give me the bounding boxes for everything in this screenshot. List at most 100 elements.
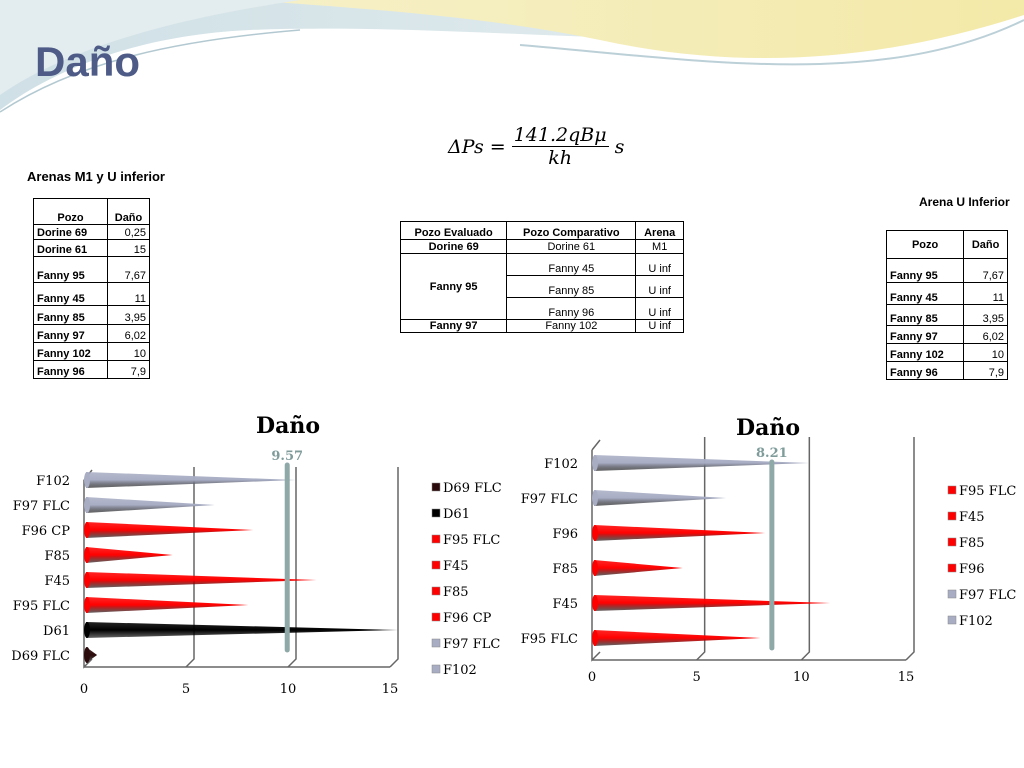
legend-swatch (431, 560, 441, 570)
y-category-label: F96 CP (22, 524, 71, 539)
chart-1: Daño 0 5 10 15 D69 FLC D61 F95 FLC F45 F85 F96 CP F… (11, 413, 501, 697)
bar-base (84, 472, 90, 488)
left-heading: Arenas M1 y U inferior (27, 169, 165, 184)
y-category-label: F102 (36, 474, 70, 489)
pozo-cell: Dorine 61 (33, 239, 108, 257)
header-decoration (0, 0, 1024, 113)
bar-f96-cp (86, 522, 254, 538)
gridline (905, 437, 915, 661)
legend-swatch (431, 482, 441, 492)
legend-item: F45 (959, 510, 985, 525)
y-category-label: F45 (44, 574, 70, 589)
table-row: Dorine 61 15 (33, 239, 150, 257)
bar-base (592, 560, 598, 576)
y-category-label: F97 FLC (521, 492, 578, 507)
chart-title: Daño (736, 415, 800, 441)
bar-base (592, 455, 598, 471)
bar-f45 (594, 595, 831, 611)
legend-swatch (947, 615, 957, 625)
gridline (185, 467, 195, 668)
pozo-cell: Fanny 97 (885, 325, 965, 344)
y-category-label: F85 (552, 562, 578, 577)
x-tick-label: 5 (182, 682, 190, 697)
arena-cell: U inf (635, 297, 684, 320)
bar-f85 (86, 547, 173, 563)
table-row: Fanny 85 3,95 (33, 305, 150, 325)
legend-item: D61 (443, 507, 470, 522)
legend-item: F95 FLC (443, 533, 500, 548)
gridline (696, 437, 706, 661)
bar-base (592, 595, 598, 611)
y-category-label: F95 FLC (13, 599, 70, 614)
table-row: Fanny 97 Fanny 102 U inf (399, 319, 684, 333)
gridline (287, 467, 297, 668)
skin-pressure-formula: ΔPs = 141.2qBμ kh s (448, 124, 624, 169)
bar-base (84, 497, 90, 513)
x-tick-label: 15 (898, 670, 915, 685)
col-header: Pozo (33, 198, 108, 225)
legend-item: F85 (443, 585, 469, 600)
dano-cell: 7,67 (963, 258, 1008, 283)
y-category-label: F85 (44, 549, 70, 564)
x-tick-label: 10 (793, 670, 810, 685)
bar-base (84, 572, 90, 588)
table-row: Fanny 95 7,67 (33, 256, 150, 283)
legend-item: F97 FLC (443, 637, 500, 652)
dano-cell: 6,02 (963, 325, 1008, 344)
table-row: Fanny 97 6,02 (885, 325, 1008, 344)
legend-item: F96 CP (443, 611, 492, 626)
pozo-cell: Dorine 69 (33, 224, 108, 240)
legend-item: F45 (443, 559, 469, 574)
bar-base (592, 630, 598, 646)
y-category-label: F45 (552, 597, 578, 612)
pozo-cell: Fanny 96 (33, 360, 108, 379)
bar-d61 (86, 622, 398, 638)
bar-base (84, 647, 90, 663)
bar-f97-flc (594, 490, 727, 506)
legend-swatch (431, 638, 441, 648)
legend-item: F102 (959, 614, 993, 629)
y-axis (591, 439, 601, 662)
col-header: Arena (635, 221, 684, 240)
dano-cell: 3,95 (107, 305, 150, 325)
chart-2: Daño 0 5 10 15 F95 FLC F45 F85 F96 F97 FLC F102 8.2… (521, 415, 1017, 685)
evaluado-cell: Fanny 97 (399, 319, 508, 333)
bar-f45 (86, 572, 317, 588)
bar-f85 (594, 560, 683, 576)
pozo-cell: Fanny 45 (33, 282, 108, 306)
bar-base (592, 525, 598, 541)
x-tick-label: 5 (693, 670, 701, 685)
arena-cell: U inf (635, 319, 684, 333)
y-category-label: F97 FLC (13, 499, 70, 514)
col-header: Pozo (885, 230, 965, 259)
legend-swatch (431, 664, 441, 674)
bar-f102 (86, 472, 296, 488)
legend-swatch (431, 508, 441, 518)
table-row: Fanny 102 10 (885, 343, 1008, 362)
gridline (800, 437, 811, 661)
table-row: Fanny 45 11 (33, 282, 150, 306)
bar-f95-flc (594, 630, 761, 646)
legend-swatch (431, 534, 441, 544)
pozo-cell: Fanny 85 (33, 305, 108, 325)
pozo-cell: Fanny 96 (885, 361, 965, 380)
x-tick-label: 15 (382, 682, 399, 697)
legend-swatch (947, 537, 957, 547)
x-tick-label: 10 (280, 682, 297, 697)
evaluado-cell: Fanny 95 (399, 253, 508, 320)
legend-item: F102 (443, 663, 477, 678)
bar-base (84, 597, 90, 613)
y-category-label: D61 (43, 624, 70, 639)
legend-swatch (431, 586, 441, 596)
legend-item: D69 FLC (443, 481, 502, 496)
y-category-label: F95 FLC (521, 632, 578, 647)
y-category-label: D69 FLC (11, 649, 70, 664)
legend-swatch (947, 563, 957, 573)
comparison-table: Pozo Evaluado Pozo Comparativo Arena Dorin… (399, 221, 684, 333)
table-row: Dorine 69 0,25 (33, 224, 150, 240)
table-row: Fanny 96 U inf (401, 297, 684, 320)
dano-cell: 7,9 (963, 361, 1008, 380)
chart-title: Daño (256, 413, 320, 439)
right-damage-table: Pozo Daño Fanny 95 7,67 Fanny 45 11 Fanny 8… (885, 230, 1008, 380)
